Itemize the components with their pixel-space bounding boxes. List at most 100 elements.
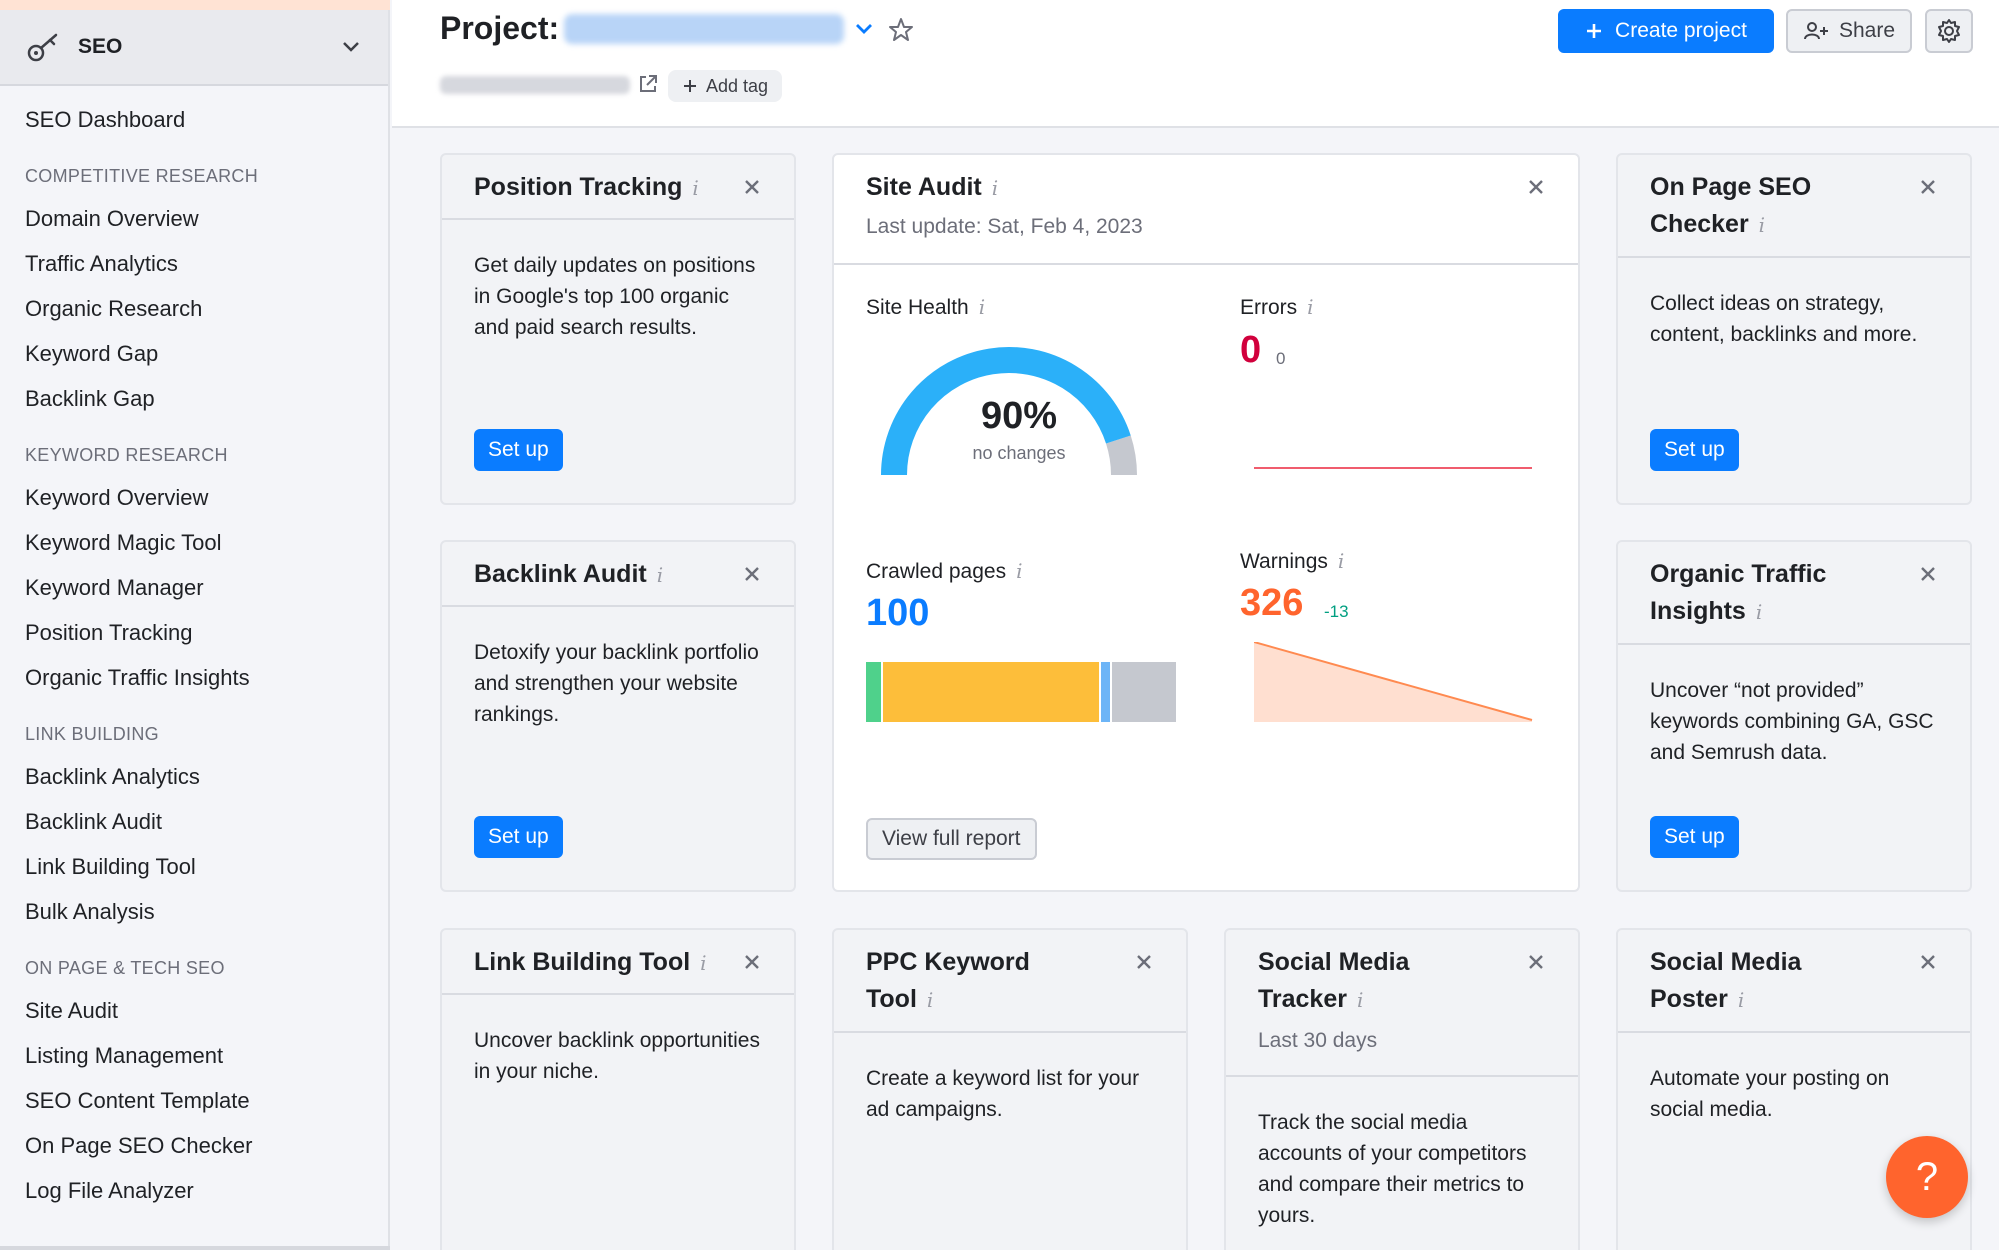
settings-button[interactable] [1925, 9, 1973, 53]
add-user-icon [1803, 22, 1828, 40]
chevron-down-icon[interactable] [342, 40, 360, 54]
info-icon[interactable]: i [700, 951, 707, 975]
card-header: Social Media Poster i [1618, 930, 1970, 1033]
sidebar-item-keyword-magic-tool[interactable]: Keyword Magic Tool [25, 530, 222, 555]
sidebar-item-organic-traffic-insights[interactable]: Organic Traffic Insights [25, 665, 250, 690]
close-icon[interactable] [1918, 177, 1938, 197]
plus-icon [684, 80, 696, 92]
card-subtitle: Last 30 days [1258, 1029, 1378, 1052]
sidebar-item-seo-content-template[interactable]: SEO Content Template [25, 1088, 250, 1113]
set-up-button[interactable]: Set up [1650, 429, 1739, 471]
share-button[interactable]: Share [1786, 9, 1912, 53]
sidebar-item-keyword-manager[interactable]: Keyword Manager [25, 575, 204, 600]
card-description: Get daily updates on positions in Google… [474, 254, 756, 339]
set-up-button[interactable]: Set up [474, 816, 563, 858]
close-icon[interactable] [1526, 952, 1546, 972]
errors-value: 0 [1240, 329, 1262, 371]
sidebar-item-traffic-analytics[interactable]: Traffic Analytics [25, 251, 178, 276]
card-title-line-2: Insights i [1650, 597, 1763, 625]
sidebar-item-backlink-gap[interactable]: Backlink Gap [25, 386, 155, 411]
info-icon[interactable]: i [1758, 213, 1766, 237]
info-icon[interactable]: i [1337, 549, 1345, 573]
close-icon[interactable] [1134, 952, 1154, 972]
info-icon[interactable]: i [926, 988, 934, 1012]
gauge-track [1105, 435, 1137, 476]
help-button[interactable]: ? [1886, 1136, 1968, 1218]
card-title-line-2: Tool i [866, 985, 934, 1013]
card-title: Site Audit i [866, 173, 999, 201]
crawled-pages-segment [883, 662, 1100, 722]
info-icon[interactable]: i [1016, 559, 1023, 583]
create-project-button[interactable]: Create project [1558, 9, 1774, 53]
card-header: Organic Traffic Insights i [1618, 542, 1970, 645]
card-header: Position Tracking i [442, 155, 794, 220]
sidebar-item-domain-overview[interactable]: Domain Overview [25, 206, 199, 231]
sidebar-item-site-audit[interactable]: Site Audit [25, 998, 118, 1023]
close-icon[interactable] [742, 564, 762, 584]
card-header: Site Audit i Last update: Sat, Feb 4, 202… [834, 155, 1578, 265]
card-description: Track the social media accounts of your … [1258, 1111, 1527, 1227]
sidebar-bottom-divider [0, 1246, 390, 1250]
on-page-seo-checker-card: On Page SEO Checker i Collect ideas on st… [1616, 153, 1972, 505]
sidebar-item-backlink-audit[interactable]: Backlink Audit [25, 809, 162, 834]
warnings-delta: -13 [1324, 602, 1349, 621]
sidebar: SEO SEO Dashboard COMPETITIVE RESEARCH Dom… [0, 0, 390, 1250]
warnings-trend-line [1254, 642, 1533, 721]
sidebar-item-organic-research[interactable]: Organic Research [25, 296, 203, 321]
sidebar-item-on-page-seo-checker[interactable]: On Page SEO Checker [25, 1133, 253, 1158]
close-icon[interactable] [742, 177, 762, 197]
info-icon[interactable]: i [978, 295, 986, 319]
close-icon[interactable] [1918, 564, 1938, 584]
sidebar-section-heading: KEYWORD RESEARCH [25, 445, 228, 465]
crawled-pages-segment [1101, 662, 1111, 722]
site-health-label: Site Health i [866, 295, 986, 319]
info-icon[interactable]: i [991, 176, 999, 200]
backlink-audit-card: Backlink Audit i Detoxify your backlink p… [440, 540, 796, 892]
add-tag-button[interactable]: Add tag [668, 70, 783, 102]
sidebar-item-listing-management[interactable]: Listing Management [25, 1043, 224, 1068]
sidebar-item-keyword-gap[interactable]: Keyword Gap [25, 341, 159, 366]
sidebar-item-link-building-tool[interactable]: Link Building Tool [25, 854, 196, 879]
info-icon[interactable]: i [656, 563, 664, 587]
card-description: Collect ideas on strategy, content, back… [1650, 292, 1918, 346]
info-icon[interactable]: i [1737, 988, 1745, 1012]
card-header: Social Media Tracker i Last 30 days [1226, 930, 1578, 1077]
key-icon [27, 33, 58, 62]
info-icon[interactable]: i [692, 176, 699, 200]
sidebar-item-backlink-analytics[interactable]: Backlink Analytics [25, 764, 200, 789]
share-label: Share [1838, 19, 1896, 42]
card-title-line-1: Social Media [1650, 948, 1802, 976]
close-icon[interactable] [1918, 952, 1938, 972]
sidebar-item-position-tracking[interactable]: Position Tracking [25, 620, 193, 645]
card-header: PPC Keyword Tool i [834, 930, 1186, 1033]
gauge-fill [881, 347, 1131, 476]
last-update: Last update: Sat, Feb 4, 2023 [866, 215, 1143, 238]
site-health-sub: no changes [972, 443, 1066, 463]
crawled-pages-value: 100 [866, 592, 930, 634]
sidebar-item-seo-dashboard[interactable]: SEO Dashboard [25, 107, 186, 132]
crawled-pages-segment [1112, 662, 1176, 722]
warnings-value: 326 [1240, 582, 1304, 624]
card-title: Link Building Tool i [474, 948, 707, 976]
external-link-icon[interactable] [636, 72, 660, 96]
sidebar-section-heading: ON PAGE & TECH SEO [25, 958, 225, 978]
sidebar-item-keyword-overview[interactable]: Keyword Overview [25, 485, 209, 510]
sidebar-item-bulk-analysis[interactable]: Bulk Analysis [25, 899, 155, 924]
star-icon[interactable] [887, 16, 915, 44]
module-label: SEO [78, 35, 123, 58]
gear-icon [1938, 19, 1960, 43]
chevron-down-icon[interactable] [855, 22, 873, 36]
close-icon[interactable] [1526, 177, 1546, 197]
info-icon[interactable]: i [1356, 988, 1364, 1012]
set-up-button[interactable]: Set up [474, 429, 563, 471]
card-description: Uncover backlink opportunities in your n… [474, 1029, 760, 1083]
module-switcher[interactable]: SEO [0, 10, 388, 86]
close-icon[interactable] [742, 952, 762, 972]
info-icon[interactable]: i [1755, 600, 1763, 624]
sidebar-top-accent [0, 0, 390, 10]
view-full-report-button[interactable]: View full report [866, 818, 1037, 860]
sidebar-item-log-file-analyzer[interactable]: Log File Analyzer [25, 1178, 194, 1203]
info-icon[interactable]: i [1307, 295, 1314, 319]
set-up-button[interactable]: Set up [1650, 816, 1739, 858]
project-name-redacted[interactable] [564, 14, 844, 44]
